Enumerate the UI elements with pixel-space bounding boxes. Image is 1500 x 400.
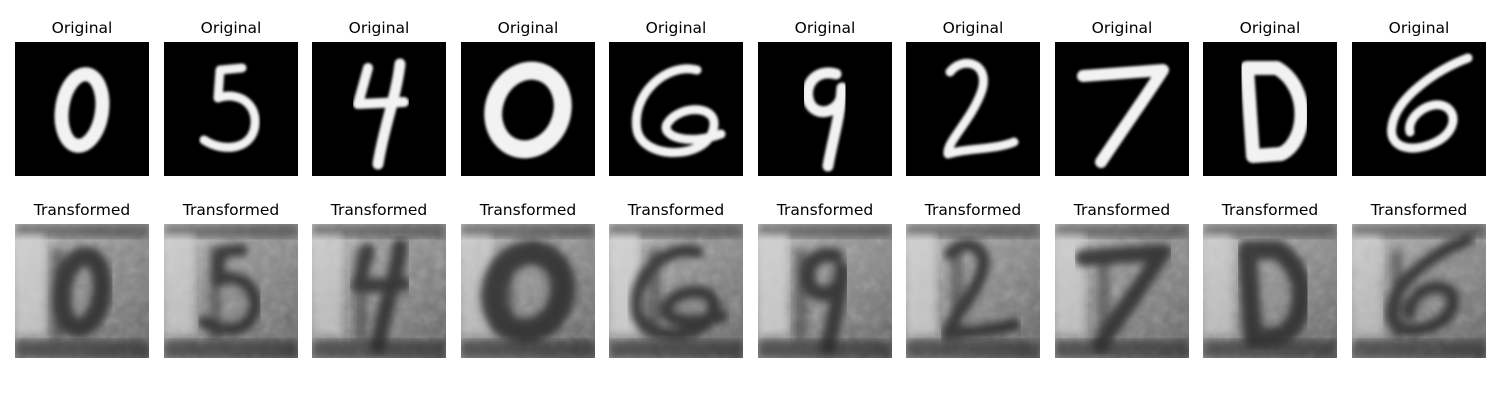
transformed-title-4: Transformed (479, 201, 577, 219)
transformed-digit-image-3 (312, 224, 446, 358)
transformed-title-3: Transformed (330, 201, 428, 219)
original-digit-image-2 (164, 42, 298, 176)
original-digit-image-3 (312, 42, 446, 176)
transformed-digit-image-10 (1352, 224, 1486, 358)
transformed-digit-image-7 (906, 224, 1040, 358)
original-digit-image-6 (758, 42, 892, 176)
original-title-6: Original (794, 19, 856, 37)
transformed-title-2: Transformed (182, 201, 280, 219)
original-digit-image-10 (1352, 42, 1486, 176)
transformed-title-10: Transformed (1370, 201, 1468, 219)
original-title-9: Original (1239, 19, 1301, 37)
original-digit-image-7 (906, 42, 1040, 176)
original-title-3: Original (348, 19, 410, 37)
transformed-digit-image-1 (15, 224, 149, 358)
transformed-digit-image-9 (1203, 224, 1337, 358)
original-digit-image-8 (1055, 42, 1189, 176)
transformed-title-5: Transformed (627, 201, 725, 219)
original-title-4: Original (497, 19, 559, 37)
original-title-2: Original (200, 19, 262, 37)
original-title-10: Original (1388, 19, 1450, 37)
original-title-7: Original (942, 19, 1004, 37)
original-title-5: Original (645, 19, 707, 37)
transformed-digit-image-6 (758, 224, 892, 358)
original-digit-image-1 (15, 42, 149, 176)
transformed-digit-image-2 (164, 224, 298, 358)
transformed-digit-image-8 (1055, 224, 1189, 358)
original-digit-image-4 (461, 42, 595, 176)
transformed-digit-image-5 (609, 224, 743, 358)
transformed-title-8: Transformed (1073, 201, 1171, 219)
transformed-title-1: Transformed (33, 201, 131, 219)
original-title-1: Original (51, 19, 113, 37)
transformed-title-7: Transformed (924, 201, 1022, 219)
transformed-title-6: Transformed (776, 201, 874, 219)
original-digit-image-5 (609, 42, 743, 176)
transformed-title-9: Transformed (1221, 201, 1319, 219)
transformed-digit-image-4 (461, 224, 595, 358)
original-title-8: Original (1091, 19, 1153, 37)
original-digit-image-9 (1203, 42, 1337, 176)
